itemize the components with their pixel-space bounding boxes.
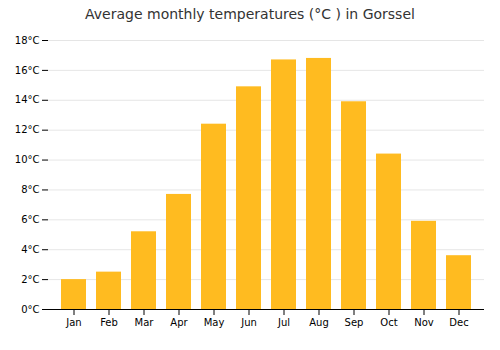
svg-text:Nov: Nov [414,317,434,328]
svg-text:4°C: 4°C [21,244,39,255]
html-text:Average monthly temperatures (: Average monthly temperatures (°C ) in Go… [85,6,415,22]
svg-text:Jun: Jun [240,317,257,328]
svg-text:2°C: 2°C [21,274,39,285]
svg-text:12°C: 12°C [15,124,40,135]
svg-text:8°C: 8°C [21,184,39,195]
svg-text:May: May [204,317,225,328]
svg-text:6°C: 6°C [21,214,39,225]
svg-text:18°C: 18°C [15,35,40,46]
svg-text:Oct: Oct [380,317,397,328]
svg-text:Feb: Feb [100,317,118,328]
svg-text:Sep: Sep [345,317,364,328]
svg-text:Dec: Dec [449,317,468,328]
svg-text:16°C: 16°C [15,65,40,76]
svg-text:Apr: Apr [170,317,188,328]
svg-text:Mar: Mar [135,317,155,328]
svg-text:Jul: Jul [277,317,290,328]
svg-text:Aug: Aug [309,317,329,328]
svg-text:14°C: 14°C [15,94,40,105]
svg-text:10°C: 10°C [15,154,40,165]
svg-text:Jan: Jan [65,317,81,328]
svg-text:0°C: 0°C [21,304,39,315]
